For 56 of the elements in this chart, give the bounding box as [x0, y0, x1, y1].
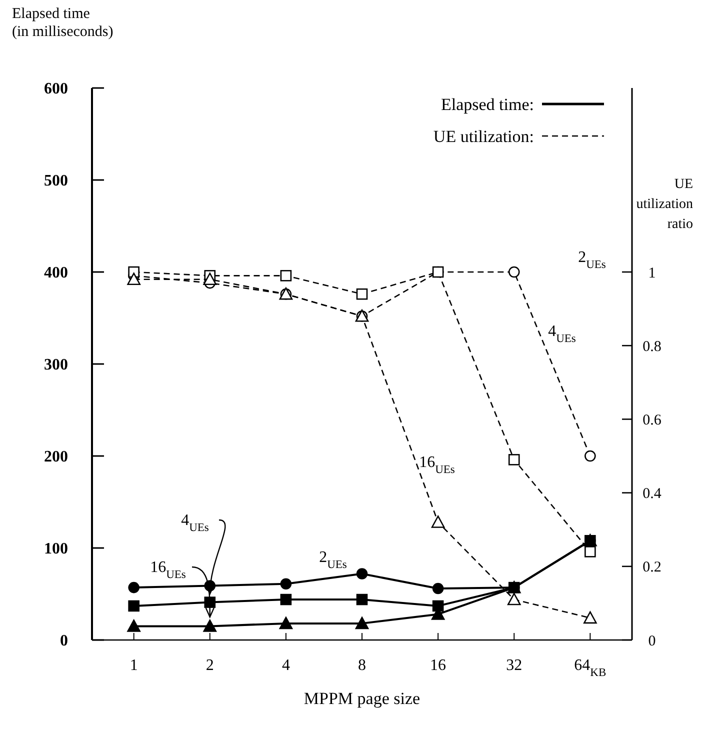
annotation: 16$_{UEs}$ [419, 454, 456, 476]
annotation: 4$_{UEs}$ [181, 512, 210, 534]
point [432, 266, 444, 278]
y2-tick-label: 0.4 [642, 486, 662, 502]
point [128, 582, 140, 594]
x-tick-label: 1 [130, 657, 138, 674]
legend-label: UE utilization: [433, 126, 534, 146]
point [355, 616, 369, 630]
point [584, 450, 596, 462]
x-tick-label: 16 [430, 657, 446, 674]
point [356, 288, 368, 300]
point [432, 582, 444, 594]
y2-axis-title: UE utilization ratio [636, 177, 693, 232]
annotation: 2$_{UEs}$ [319, 549, 348, 571]
annotation: 16$_{UEs}$ [150, 559, 186, 581]
y2-tick-label: 0.2 [642, 560, 662, 576]
y-tick-label: 0 [60, 632, 68, 650]
y-tick-label: 200 [44, 448, 68, 466]
y-tick-label: 400 [44, 264, 68, 282]
point [432, 600, 444, 612]
legend-label: Elapsed time: [440, 94, 534, 114]
point [508, 454, 520, 466]
annotation: 2$_{UEs}$ [578, 249, 606, 271]
annotation: 4$_{UEs}$ [548, 323, 576, 345]
point [280, 578, 292, 590]
y-axis-title: Elapsed time (in milliseconds) [12, 6, 114, 40]
x-tick-label: 4 [282, 657, 290, 674]
point [584, 546, 596, 558]
y-tick-label: 500 [44, 172, 68, 190]
y-tick-label: 300 [44, 356, 68, 374]
point [507, 592, 521, 606]
point [356, 594, 368, 606]
x-tick-label: 64$_{KB}$ [574, 657, 606, 679]
point [280, 270, 292, 282]
x-axis-title: MPPM page size [304, 689, 420, 708]
y2-tick-label: 1 [648, 265, 656, 282]
x-tick-label: 8 [358, 657, 366, 674]
point [127, 272, 140, 286]
y-tick-label: 100 [44, 540, 68, 558]
y2-tick-label: 0 [648, 633, 656, 650]
point [203, 620, 217, 632]
x-tick-label: 2 [206, 657, 214, 674]
point [431, 516, 445, 528]
y2-tick-label: 0.6 [642, 412, 662, 428]
point [203, 272, 217, 286]
point [280, 594, 292, 606]
y-tick-label: 600 [44, 80, 68, 98]
point [279, 616, 293, 630]
y2-tick-label: 0.8 [642, 338, 662, 355]
x-tick-label: 32 [506, 657, 522, 674]
point [356, 568, 368, 580]
point [584, 611, 597, 624]
point [128, 600, 140, 612]
point [204, 596, 216, 608]
point [127, 620, 140, 632]
point [508, 266, 520, 278]
